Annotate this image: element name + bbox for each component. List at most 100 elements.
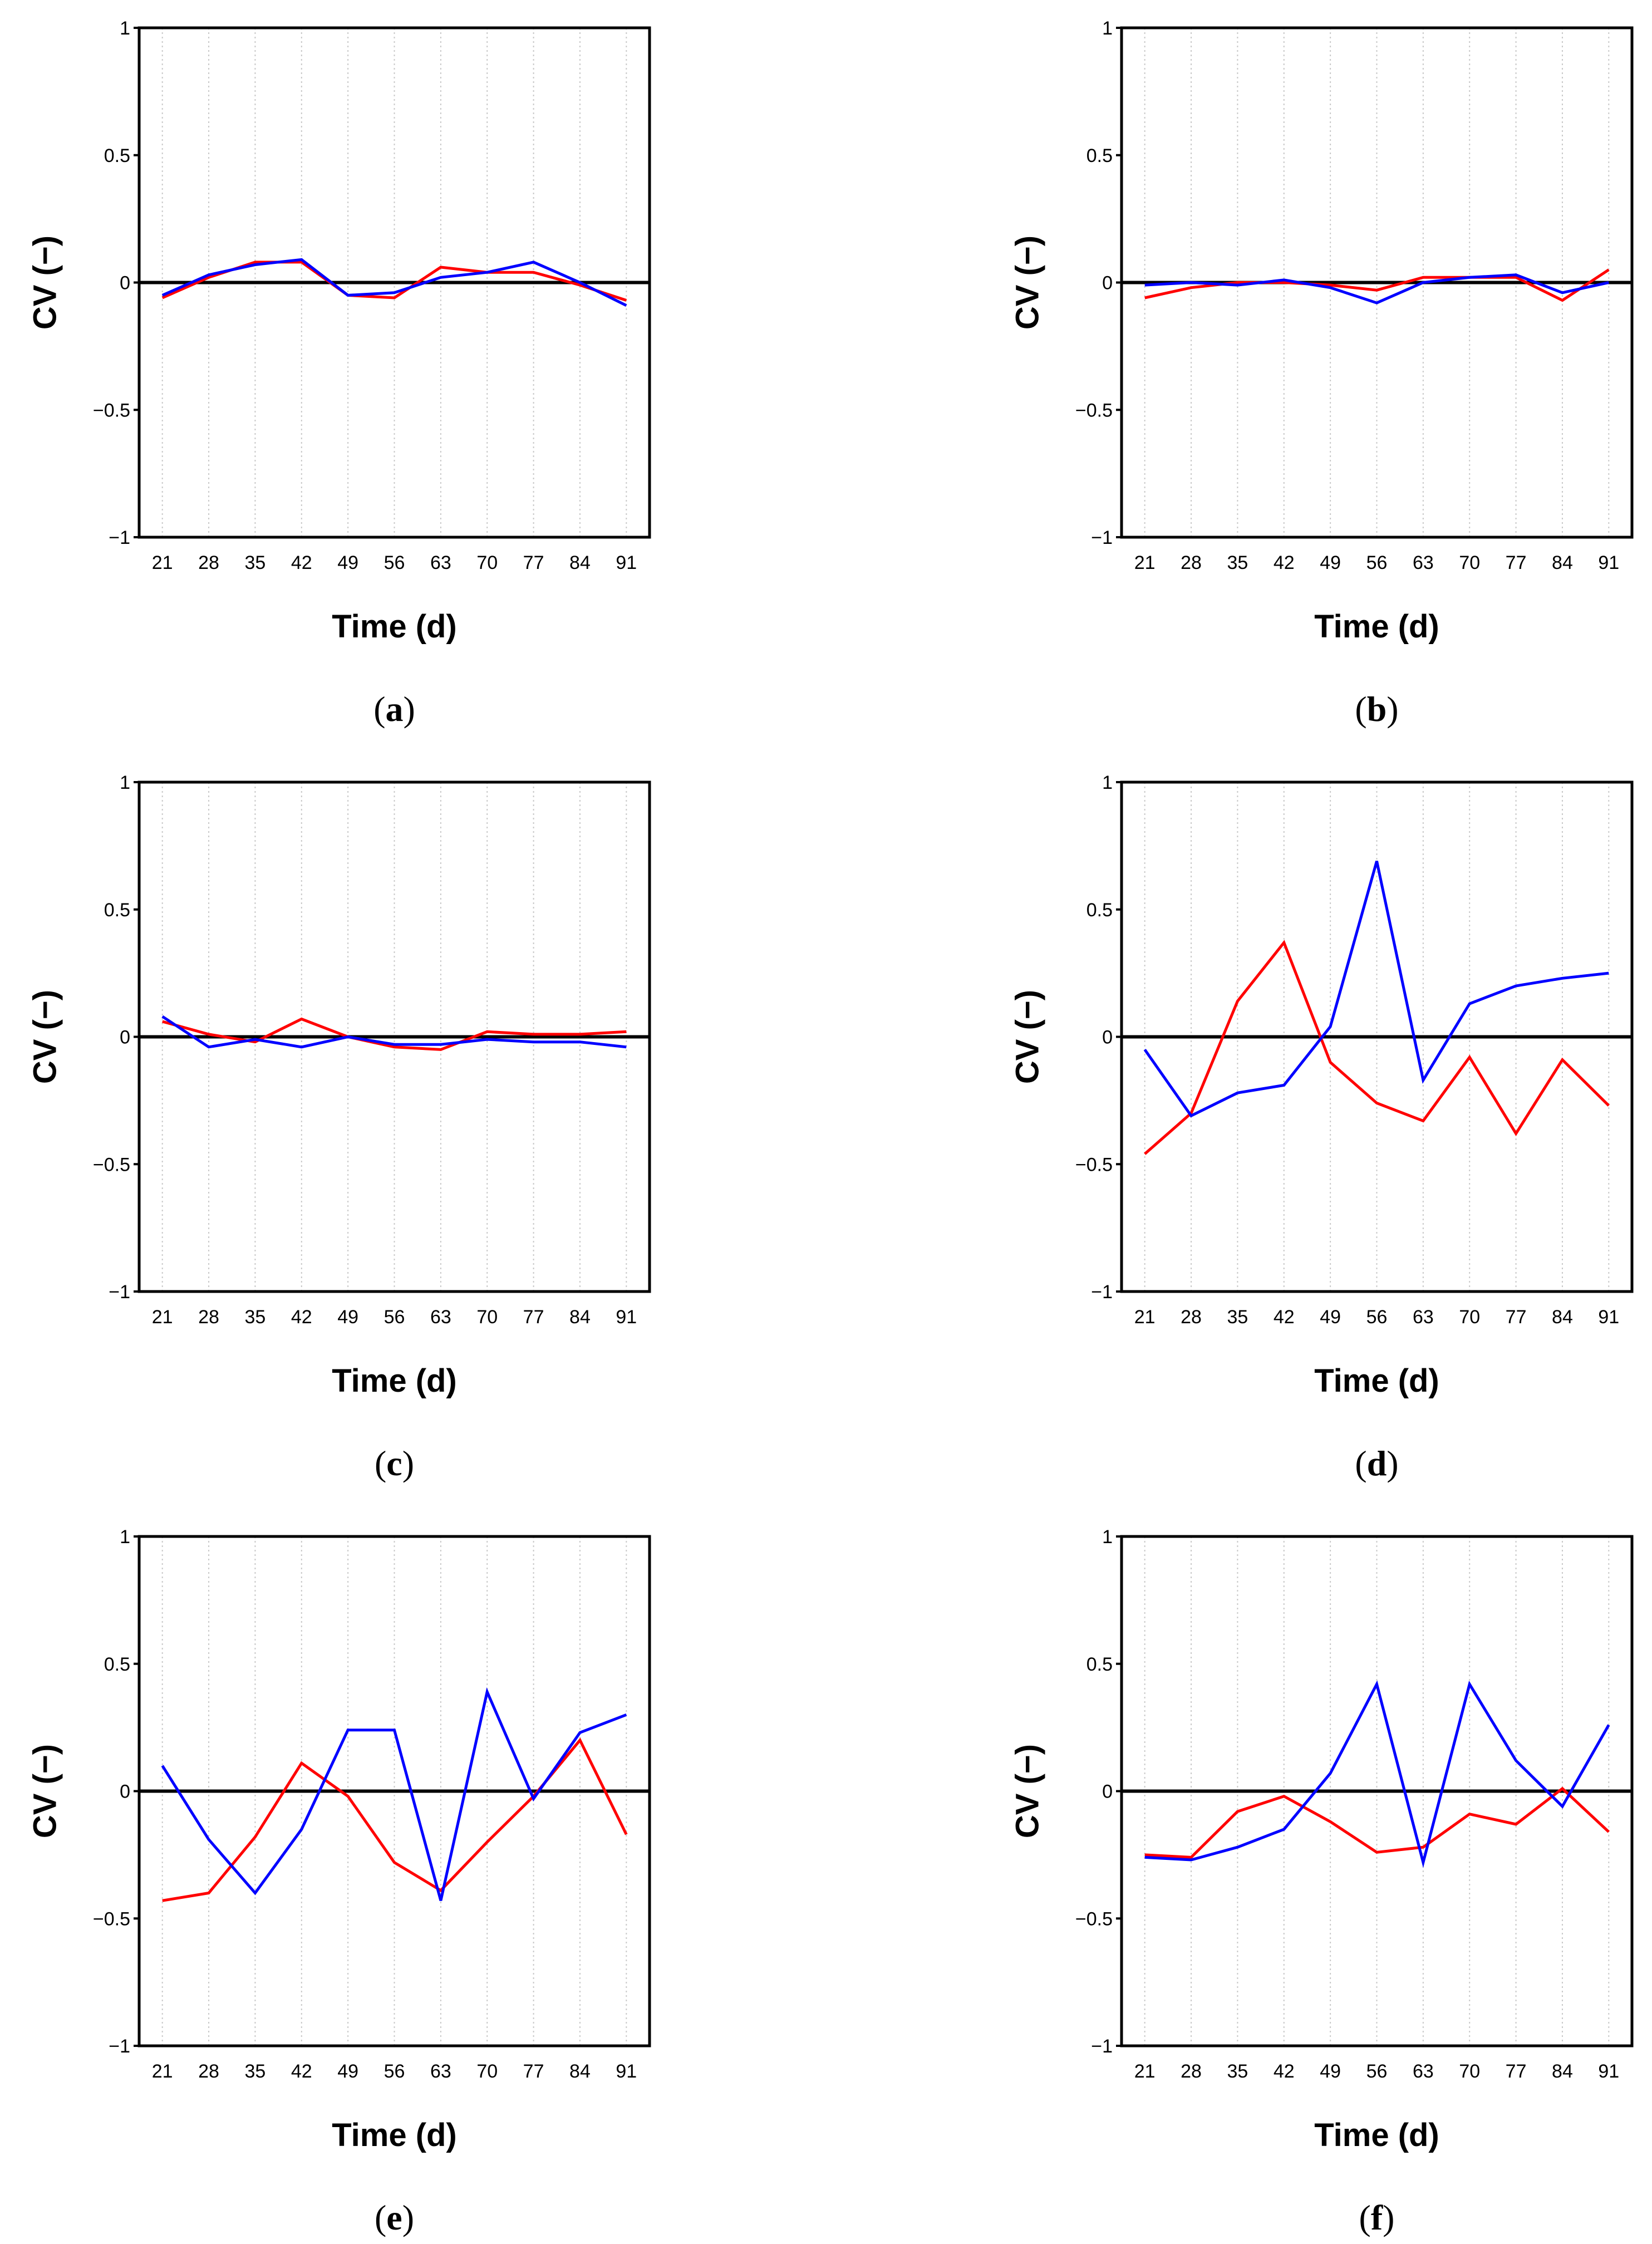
y-tick-label: 1	[1102, 1526, 1113, 1548]
x-tick-label: 49	[337, 2061, 358, 2082]
y-tick-label: 1	[120, 18, 130, 39]
x-tick-label: 91	[616, 2061, 637, 2082]
x-tick-label: 42	[1274, 2061, 1295, 2082]
x-tick-label: 91	[616, 1307, 637, 1328]
x-tick-label: 42	[291, 552, 312, 573]
x-tick-label: 70	[476, 1307, 498, 1328]
x-tick-label: 77	[1506, 1307, 1527, 1328]
x-tick-label: 84	[569, 552, 591, 573]
y-axis-title: CV (−)	[1009, 1744, 1045, 1838]
y-tick-label: −1	[109, 2036, 130, 2057]
x-tick-label: 21	[1134, 552, 1156, 573]
x-tick-label: 77	[523, 1307, 544, 1328]
x-tick-label: 77	[523, 552, 544, 573]
x-tick-label: 84	[1552, 1307, 1573, 1328]
series-line-red	[1144, 940, 1610, 1155]
x-tick-label: 70	[476, 2061, 498, 2082]
x-tick-label: 28	[198, 2061, 219, 2082]
y-tick-label: −0.5	[93, 1908, 130, 1929]
x-axis-title: Time (d)	[1314, 1363, 1439, 1399]
x-tick-label: 28	[198, 1307, 219, 1328]
x-tick-label: 28	[1181, 2061, 1202, 2082]
y-tick-label: 1	[120, 1526, 130, 1548]
x-axis-title: Time (d)	[332, 608, 457, 645]
x-tick-label: 21	[152, 1307, 173, 1328]
x-tick-label: 35	[1227, 2061, 1248, 2082]
x-tick-label: 77	[1506, 2061, 1527, 2082]
x-tick-label: 70	[1459, 2061, 1480, 2082]
y-tick-label: −1	[1091, 1281, 1113, 1303]
series-line-blue	[161, 258, 627, 307]
x-tick-label: 49	[1320, 1307, 1341, 1328]
x-tick-label: 84	[1552, 2061, 1573, 2082]
y-tick-label: 0	[120, 1027, 130, 1048]
x-tick-label: 56	[384, 1307, 405, 1328]
chart-panel-c: −1 −0.5 0 0.5 1 21 28 35 42 49 56 63 70 77 84 91 Time (d…	[27, 772, 651, 1483]
x-tick-label: 70	[1459, 1307, 1480, 1328]
chart-panel-f: −1 −0.5 0 0.5 1 21 28 35 42 49 56 63 70 77 84 91 Time (d…	[1009, 1526, 1634, 2237]
panel-caption: (c)	[375, 1443, 414, 1483]
x-tick-label: 28	[198, 552, 219, 573]
x-tick-label: 42	[291, 1307, 312, 1328]
x-tick-label: 56	[1366, 552, 1388, 573]
x-tick-label: 28	[1181, 552, 1202, 573]
x-tick-label: 63	[430, 1307, 451, 1328]
x-tick-label: 91	[1598, 2061, 1619, 2082]
y-tick-label: 0.5	[104, 1654, 130, 1675]
panel-caption: (f)	[1359, 2198, 1395, 2237]
x-tick-label: 84	[569, 1307, 591, 1328]
y-tick-label: 0.5	[104, 145, 130, 166]
x-tick-label: 35	[244, 552, 266, 573]
x-tick-label: 84	[1552, 552, 1573, 573]
x-tick-label: 70	[476, 552, 498, 573]
y-axis-title: CV (−)	[27, 235, 63, 330]
y-tick-label: −0.5	[1075, 400, 1113, 421]
panel-caption: (a)	[373, 689, 415, 729]
panel-caption: (b)	[1355, 689, 1398, 729]
y-tick-label: 0.5	[104, 900, 130, 921]
x-tick-label: 35	[1227, 552, 1248, 573]
x-tick-label: 91	[1598, 1307, 1619, 1328]
x-tick-label: 35	[244, 1307, 266, 1328]
panel-caption: (d)	[1355, 1443, 1398, 1483]
y-tick-label: −1	[1091, 2036, 1113, 2057]
y-tick-label: 0	[1102, 1027, 1113, 1048]
x-axis-title: Time (d)	[1314, 2117, 1439, 2153]
x-tick-label: 91	[616, 552, 637, 573]
x-tick-label: 56	[1366, 1307, 1388, 1328]
x-tick-label: 77	[523, 2061, 544, 2082]
x-tick-label: 84	[569, 2061, 591, 2082]
x-axis-title: Time (d)	[332, 2117, 457, 2153]
x-tick-label: 35	[1227, 1307, 1248, 1328]
y-tick-label: 0	[120, 273, 130, 294]
y-tick-label: −0.5	[1075, 1154, 1113, 1175]
chart-panel-b: −1 −0.5 0 0.5 1 21 28 35 42 49 56 63 70 77 84 91 Time (d…	[1009, 18, 1634, 729]
series-line-blue	[1144, 273, 1609, 305]
series-line-blue	[1143, 861, 1609, 1118]
x-tick-label: 21	[152, 552, 173, 573]
x-tick-label: 49	[337, 1307, 358, 1328]
x-tick-label: 56	[384, 552, 405, 573]
x-tick-label: 21	[152, 2061, 173, 2082]
x-tick-label: 56	[1366, 2061, 1388, 2082]
x-tick-label: 63	[430, 2061, 451, 2082]
y-tick-label: 0.5	[1086, 145, 1113, 166]
y-tick-label: 0	[1102, 273, 1113, 294]
y-tick-label: 0.5	[1086, 1654, 1113, 1675]
series-line-blue	[1144, 1680, 1610, 1868]
y-axis-title: CV (−)	[1009, 235, 1045, 330]
series-line-red	[1144, 1786, 1610, 1859]
y-tick-label: −1	[109, 1281, 130, 1303]
x-tick-label: 91	[1598, 552, 1619, 573]
x-tick-label: 63	[1413, 2061, 1434, 2082]
x-tick-label: 63	[430, 552, 451, 573]
x-tick-label: 42	[291, 2061, 312, 2082]
x-tick-label: 42	[1274, 552, 1295, 573]
y-tick-label: 1	[120, 772, 130, 793]
x-tick-label: 28	[1181, 1307, 1202, 1328]
series-line-blue	[161, 1687, 627, 1901]
chart-panel-a: −1 −0.5 0 0.5 1 21 28 35 42 49 56 63 70 77 84 91 Time (d…	[27, 18, 651, 729]
x-tick-label: 49	[337, 552, 358, 573]
y-tick-label: −0.5	[93, 1154, 130, 1175]
series-line-blue	[161, 1015, 627, 1049]
